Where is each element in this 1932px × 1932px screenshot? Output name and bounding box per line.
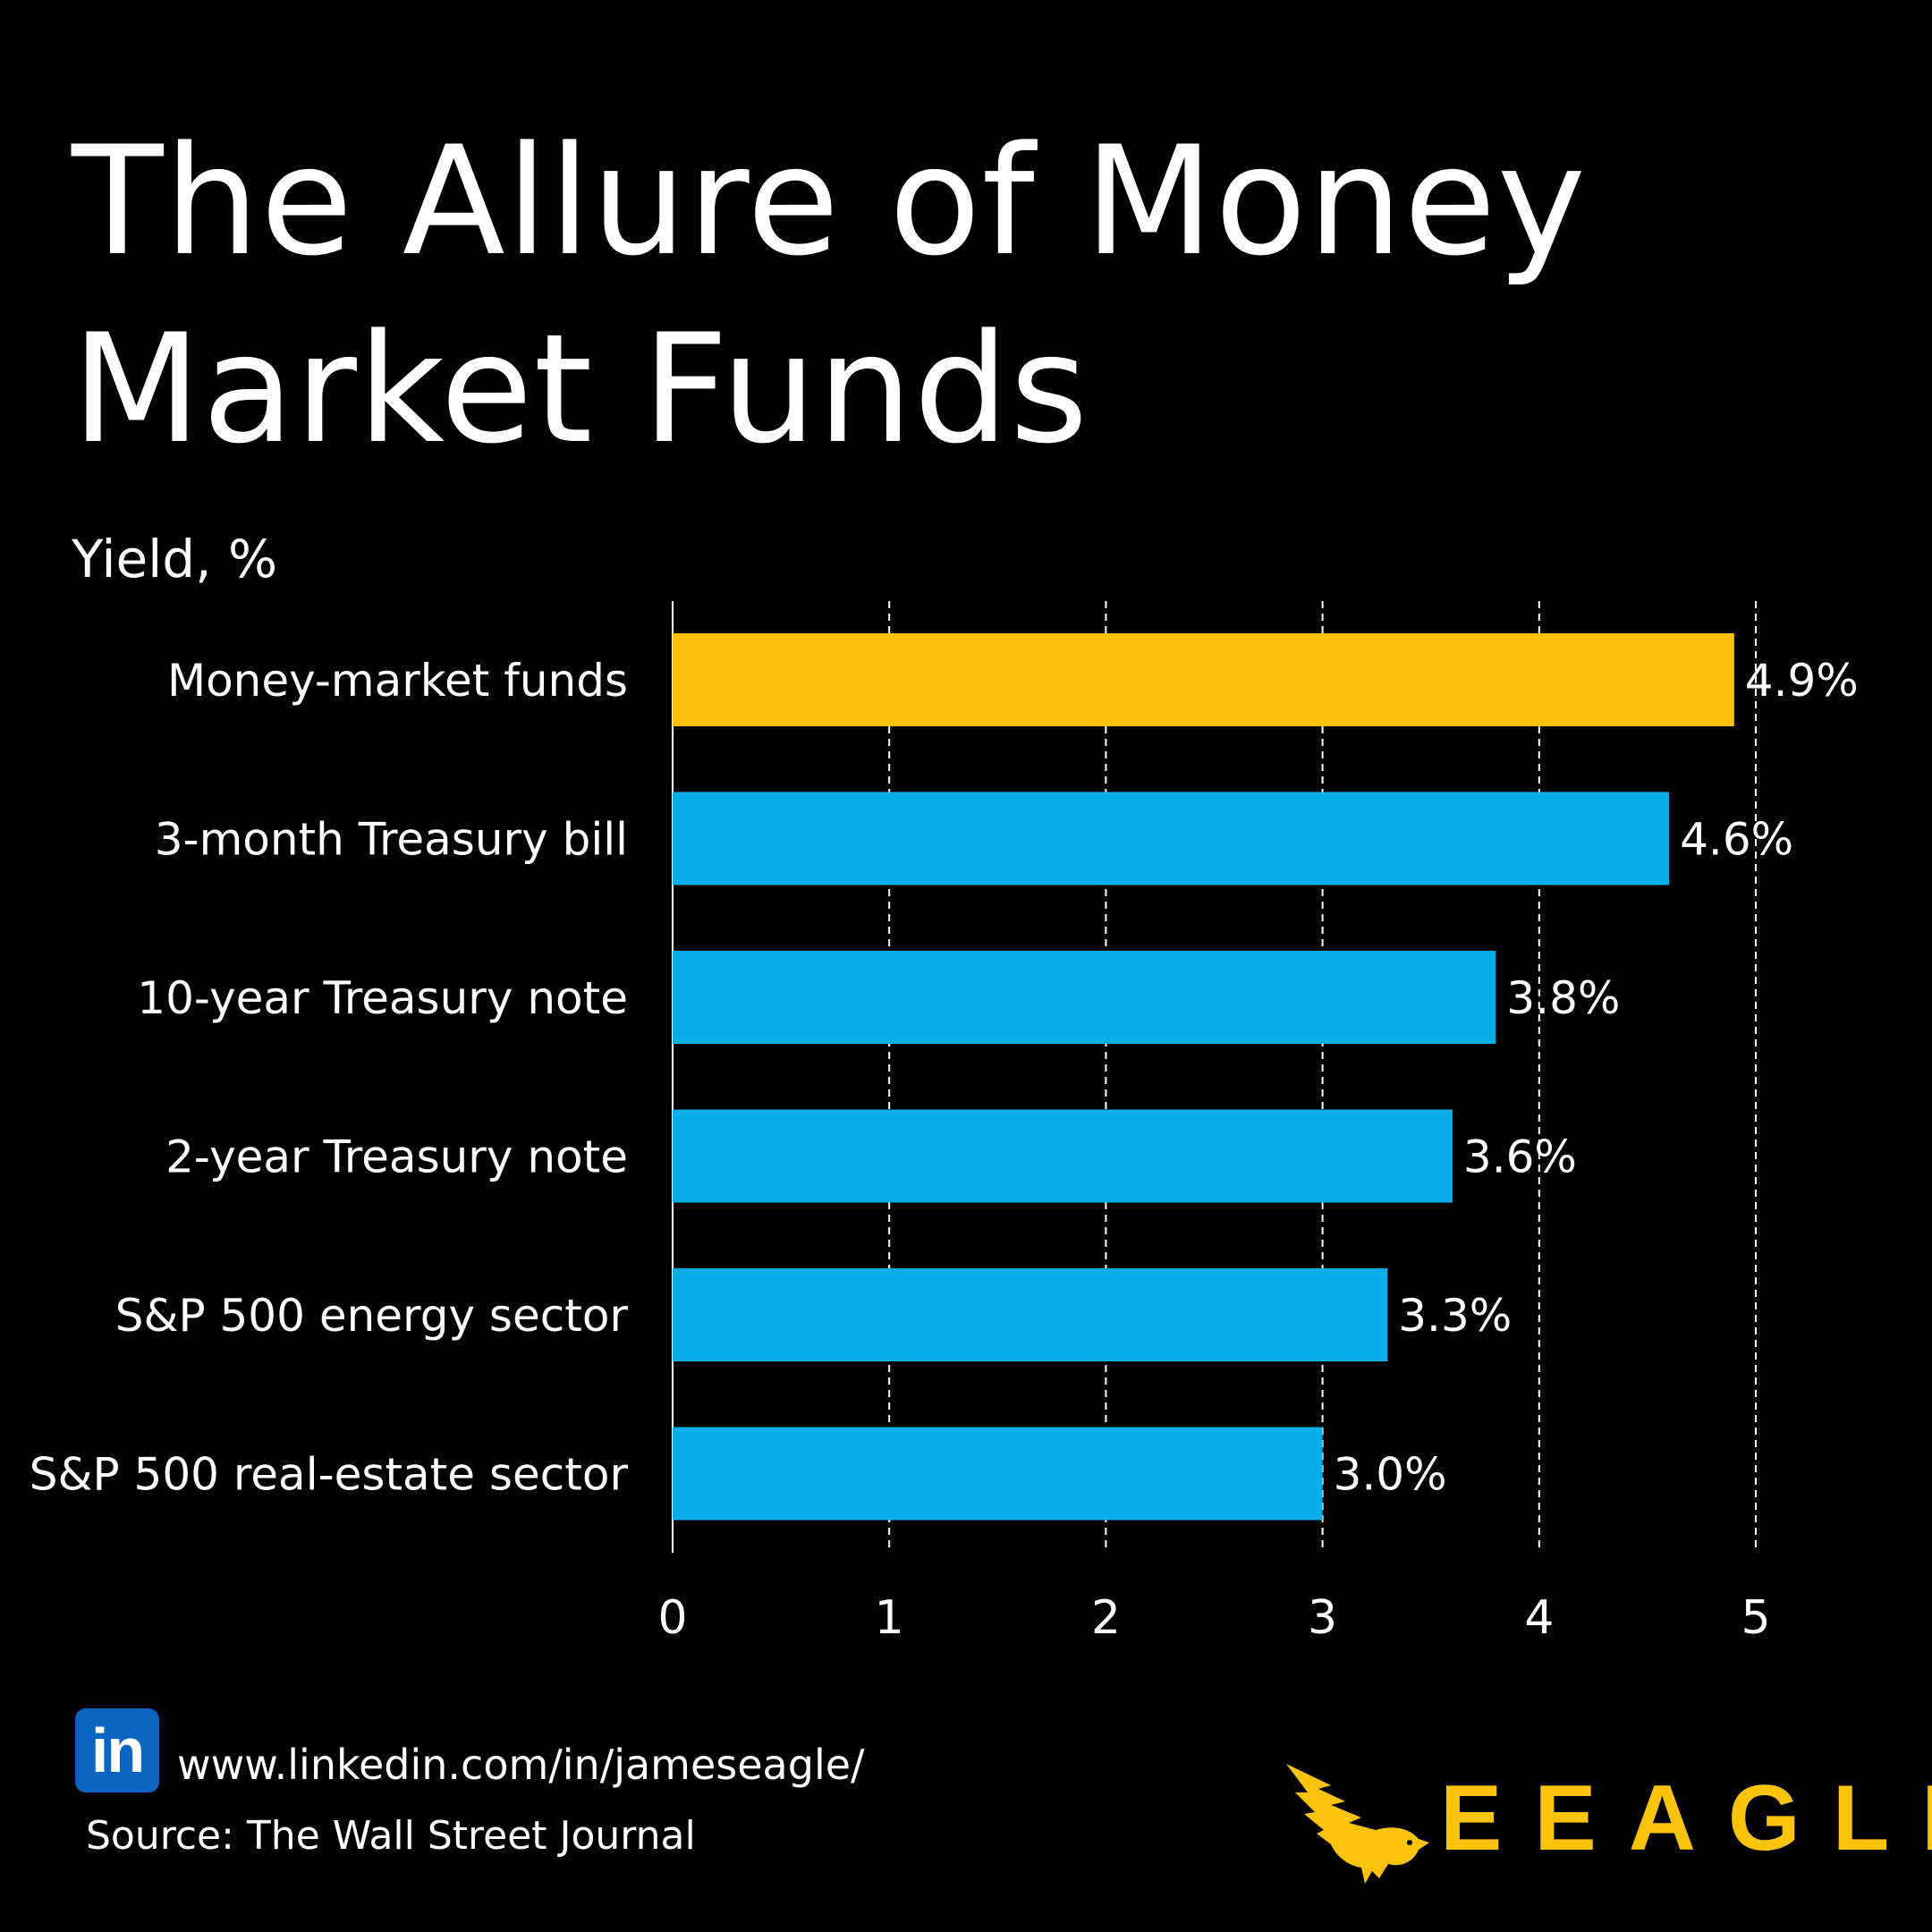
source-note: Source: The Wall Street Journal (86, 1813, 696, 1859)
eagle-logo-icon (1286, 1764, 1429, 1884)
x-tick-label: 2 (1091, 1591, 1121, 1645)
bar-value-label: 3.3% (1398, 1290, 1512, 1342)
chart-subtitle: Yield, % (72, 529, 278, 589)
x-tick-label: 5 (1741, 1591, 1770, 1645)
bar-chart: 4.9% 4.6% 3.8% 3.6% 3.3% 3.0% Money-market fu… (30, 601, 1859, 1645)
category-label: Money-market funds (167, 655, 628, 707)
x-axis-ticks: 0 1 2 3 4 5 (657, 1591, 1770, 1645)
category-label: 3-month Treasury bill (155, 814, 628, 866)
category-label: 2-year Treasury note (165, 1131, 628, 1183)
bars (673, 633, 1734, 1521)
bar-value-label: 4.6% (1680, 814, 1793, 866)
linkedin-url[interactable]: www.linkedin.com/in/jameseagle/ (177, 1741, 865, 1789)
x-tick-label: 3 (1308, 1591, 1337, 1645)
bar-value-label: 3.8% (1506, 972, 1620, 1024)
bar (673, 792, 1670, 886)
linkedin-icon[interactable]: in (75, 1708, 159, 1792)
grid-lines (672, 601, 1757, 1553)
bar-value-label: 3.0% (1334, 1449, 1447, 1501)
category-labels: Money-market funds 3-month Treasury bill 1… (30, 655, 629, 1501)
x-tick-label: 1 (875, 1591, 904, 1645)
brand-name: EEAGLI (1440, 1767, 1932, 1870)
bar (673, 951, 1496, 1044)
bar (673, 1427, 1323, 1521)
bar-value-label: 4.9% (1745, 655, 1859, 707)
bar (673, 1109, 1453, 1203)
chart-title: The Allure of Money Market Funds (72, 114, 1588, 477)
x-tick-label: 0 (657, 1591, 687, 1645)
category-label: S&P 500 real-estate sector (30, 1449, 629, 1501)
value-labels: 4.9% 4.6% 3.8% 3.6% 3.3% 3.0% (1334, 655, 1859, 1501)
category-label: 10-year Treasury note (137, 972, 628, 1024)
brand-logo: EEAGLI (1279, 1753, 1932, 1887)
bar (673, 633, 1734, 726)
x-tick-label: 4 (1524, 1591, 1554, 1645)
category-label: S&P 500 energy sector (115, 1290, 629, 1342)
bar (673, 1268, 1388, 1361)
bar-value-label: 3.6% (1463, 1131, 1577, 1183)
